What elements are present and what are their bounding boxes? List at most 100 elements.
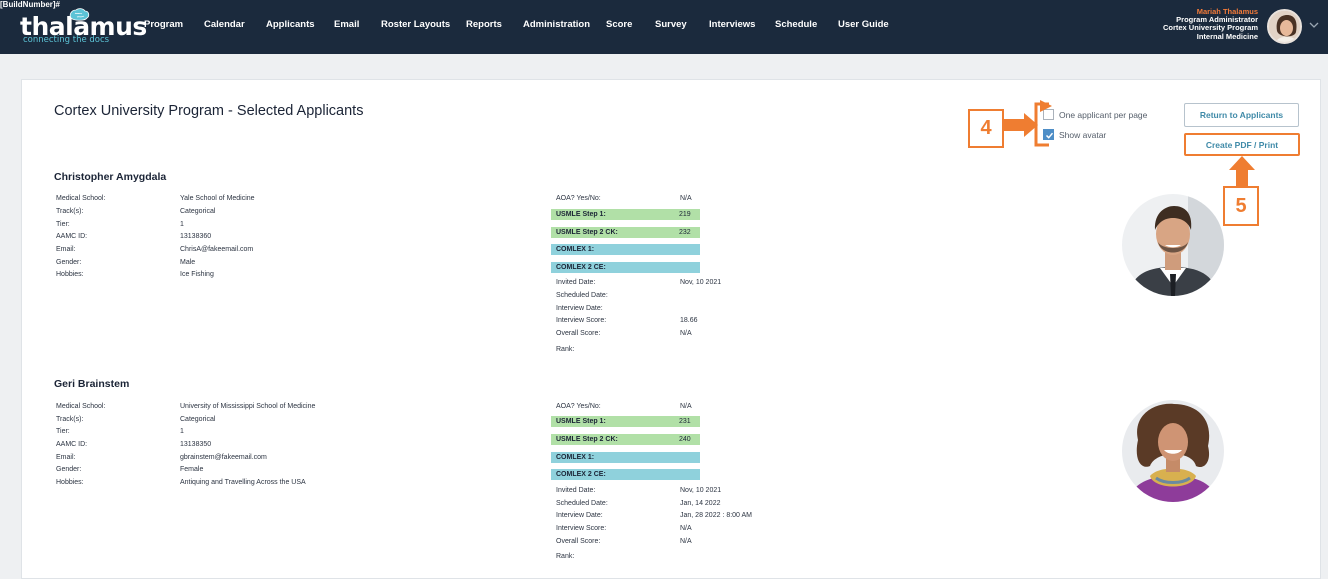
- show-avatar-option[interactable]: Show avatar: [1043, 129, 1106, 140]
- user-info[interactable]: Mariah Thalamus Program Administrator Co…: [1162, 7, 1258, 41]
- score-label: COMLEX 1:: [556, 454, 595, 461]
- detail-label: Track(s):: [56, 208, 84, 215]
- create-pdf-print-button[interactable]: Create PDF / Print: [1184, 133, 1300, 156]
- thalamus-logo[interactable]: thalamus connecting the docs: [20, 8, 147, 45]
- date-label: Overall Score:: [556, 330, 601, 337]
- date-value: N/A: [680, 525, 692, 532]
- user-specialty: Internal Medicine: [1196, 31, 1258, 41]
- score-label: USMLE Step 1:: [556, 418, 606, 425]
- detail-label: Email:: [56, 454, 76, 461]
- score-row-comlex-2-ce: COMLEX 2 CE:: [551, 469, 700, 480]
- nav-schedule[interactable]: Schedule: [775, 19, 818, 30]
- nav-administration[interactable]: Administration: [523, 19, 591, 30]
- nav-roster-layouts[interactable]: Roster Layouts: [381, 19, 451, 30]
- detail-label: Medical School:: [56, 195, 106, 202]
- detail-value: Categorical: [180, 208, 216, 215]
- nav-score[interactable]: Score: [606, 19, 633, 30]
- rank-label: Rank:: [556, 346, 575, 353]
- score-label: COMLEX 2 CE:: [556, 471, 606, 478]
- logo-tagline: connecting the docs: [23, 35, 110, 45]
- show-avatar-label: Show avatar: [1059, 129, 1107, 140]
- content-card: [21, 79, 1321, 579]
- nav-user-guide[interactable]: User Guide: [838, 19, 889, 30]
- detail-label: Gender:: [56, 466, 82, 473]
- chevron-down-icon[interactable]: [1309, 21, 1319, 29]
- nav-interviews[interactable]: Interviews: [709, 19, 756, 30]
- date-label: Interview Score:: [556, 317, 607, 324]
- date-label: Interview Date:: [556, 305, 603, 312]
- detail-value: gbrainstem@fakeemail.com: [180, 454, 267, 461]
- score-label: COMLEX 1:: [556, 246, 595, 253]
- date-value: 18.66: [680, 317, 698, 324]
- detail-label: AAMC ID:: [56, 441, 88, 448]
- detail-label: Tier:: [56, 428, 70, 435]
- date-label: Invited Date:: [556, 487, 596, 494]
- top-navigation-bar: thalamus connecting the docs Program Cal…: [0, 0, 1328, 54]
- user-role: Program Administrator: [1176, 15, 1258, 25]
- aoa-label: AOA? Yes/No:: [556, 195, 601, 202]
- detail-label: Track(s):: [56, 416, 84, 423]
- nav-applicants[interactable]: Applicants: [266, 19, 315, 30]
- score-row-comlex-2-ce: COMLEX 2 CE:: [551, 262, 700, 273]
- score-label: COMLEX 2 CE:: [556, 264, 606, 271]
- detail-value: 13138350: [180, 441, 212, 448]
- date-label: Overall Score:: [556, 538, 601, 545]
- detail-value: ChrisA@fakeemail.com: [180, 246, 254, 253]
- detail-label: Medical School:: [56, 403, 106, 410]
- detail-value: Yale School of Medicine: [180, 195, 255, 202]
- detail-value: 13138360: [180, 233, 212, 240]
- score-value: 231: [679, 418, 691, 425]
- male-portrait-icon: [1122, 194, 1224, 296]
- score-row-usmle-step-1: USMLE Step 1: 231: [551, 416, 700, 427]
- date-value: Jan, 14 2022: [680, 500, 721, 507]
- nav-calendar[interactable]: Calendar: [204, 19, 245, 30]
- detail-label: Email:: [56, 246, 76, 253]
- detail-value: Male: [180, 259, 196, 266]
- nav-survey[interactable]: Survey: [655, 19, 687, 30]
- user-portrait-icon: [1269, 11, 1300, 42]
- detail-value: Antiquing and Travelling Across the USA: [180, 479, 306, 486]
- date-label: Interview Score:: [556, 525, 607, 532]
- aoa-value: N/A: [680, 195, 692, 202]
- detail-label: Gender:: [56, 259, 82, 266]
- applicant-name: Christopher Amygdala: [54, 171, 167, 183]
- user-name: Mariah Thalamus: [1196, 7, 1258, 16]
- nav-reports[interactable]: Reports: [466, 19, 502, 30]
- applicant-avatar: [1122, 194, 1224, 296]
- date-value: Jan, 28 2022 : 8:00 AM: [680, 512, 752, 519]
- score-row-usmle-step-2-ck: USMLE Step 2 CK: 232: [551, 227, 700, 238]
- return-to-applicants-button[interactable]: Return to Applicants: [1184, 103, 1299, 127]
- date-label: Scheduled Date:: [556, 292, 608, 299]
- date-label: Interview Date:: [556, 512, 603, 519]
- one-per-page-option[interactable]: One applicant per page: [1043, 109, 1147, 120]
- date-value: N/A: [680, 538, 692, 545]
- detail-value: 1: [180, 221, 184, 228]
- user-program: Cortex University Program: [1162, 23, 1258, 33]
- nav-email[interactable]: Email: [334, 19, 360, 30]
- female-portrait-icon: [1122, 400, 1224, 502]
- detail-value: Female: [180, 466, 204, 473]
- detail-label: AAMC ID:: [56, 233, 88, 240]
- score-row-comlex-1: COMLEX 1:: [551, 452, 700, 463]
- build-number-tag: [BuildNumber]#: [0, 0, 60, 9]
- user-avatar[interactable]: [1267, 9, 1302, 44]
- date-value: N/A: [680, 330, 692, 337]
- nav-program[interactable]: Program: [144, 19, 184, 30]
- detail-value: 1: [180, 428, 184, 435]
- detail-label: Hobbies:: [56, 271, 84, 278]
- detail-value: Categorical: [180, 416, 216, 423]
- aoa-value: N/A: [680, 403, 692, 410]
- applicant-avatar: [1122, 400, 1224, 502]
- score-row-usmle-step-1: USMLE Step 1: 219: [551, 209, 700, 220]
- rank-label: Rank:: [556, 553, 575, 560]
- date-label: Invited Date:: [556, 279, 596, 286]
- score-label: USMLE Step 2 CK:: [556, 229, 618, 236]
- checkmark-icon: [1045, 132, 1054, 139]
- brain-icon: [69, 8, 90, 21]
- date-value: Nov, 10 2021: [680, 487, 722, 494]
- score-row-comlex-1: COMLEX 1:: [551, 244, 700, 255]
- one-per-page-checkbox[interactable]: [1043, 109, 1054, 120]
- show-avatar-checkbox[interactable]: [1043, 129, 1054, 140]
- step-4-callout: 4: [968, 109, 1004, 148]
- score-value: 232: [679, 229, 691, 236]
